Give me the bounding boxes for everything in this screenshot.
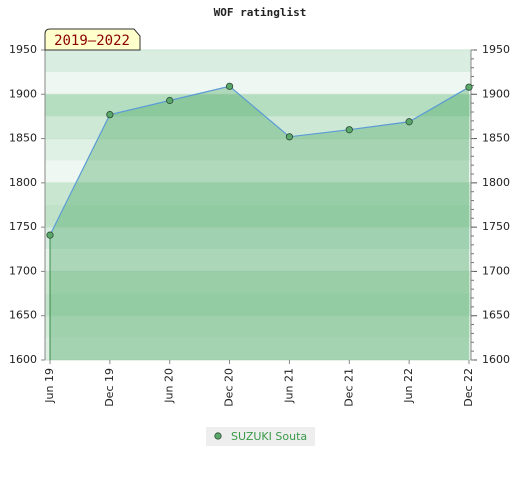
plot-band bbox=[45, 116, 471, 139]
annotation-frame bbox=[44, 28, 141, 51]
plot-band bbox=[45, 138, 471, 161]
legend-box bbox=[206, 427, 315, 446]
plot-band bbox=[45, 249, 471, 272]
y-tick-label: 1850 bbox=[9, 132, 37, 145]
y-tick-label: 1900 bbox=[9, 87, 37, 100]
plot-band bbox=[45, 182, 471, 205]
plot-band bbox=[45, 205, 471, 228]
point bbox=[106, 111, 114, 119]
plot-band bbox=[45, 315, 471, 338]
y-tick-label: 1650 bbox=[9, 309, 37, 322]
x-tick-label: Dec 20 bbox=[223, 368, 236, 407]
y-tick-label: 1800 bbox=[9, 176, 37, 189]
point bbox=[225, 82, 234, 90]
x-tick-label: Jun 20 bbox=[163, 368, 176, 404]
plot-band bbox=[45, 50, 471, 73]
y2-tick-label: 1650 bbox=[482, 309, 510, 322]
y-tick-label: 1750 bbox=[9, 220, 37, 233]
line bbox=[49, 85, 470, 236]
x-tick-label: Jun 19 bbox=[43, 368, 56, 404]
chart-title: WOF ratinglist bbox=[214, 6, 307, 19]
x-tick-label: Dec 21 bbox=[342, 368, 355, 407]
y2-tick-label: 1950 bbox=[482, 43, 510, 56]
annotation-box: 2019–2022 bbox=[44, 28, 141, 51]
y-tick-label: 1600 bbox=[9, 353, 37, 366]
plot-band bbox=[45, 72, 471, 95]
point bbox=[465, 83, 473, 91]
plot-band bbox=[45, 94, 471, 117]
plot-band bbox=[45, 227, 471, 250]
y2-tick-label: 1800 bbox=[482, 176, 510, 189]
area bbox=[50, 86, 469, 361]
point bbox=[405, 118, 413, 126]
point bbox=[285, 133, 294, 141]
point bbox=[46, 231, 54, 239]
plot-band bbox=[45, 160, 471, 183]
legend-label: SUZUKI Souta bbox=[231, 430, 307, 443]
annotation: 2019–2022 bbox=[54, 33, 130, 49]
y2-tick-label: 1600 bbox=[482, 353, 510, 366]
y2-tick-label: 1900 bbox=[482, 87, 510, 100]
x-tick-label: Jun 21 bbox=[282, 368, 295, 404]
legend-marker bbox=[214, 432, 222, 440]
plot-band bbox=[45, 271, 471, 294]
y-tick-label: 1700 bbox=[9, 264, 37, 277]
x-tick-label: Jun 22 bbox=[402, 368, 415, 404]
x-tick-label: Dec 19 bbox=[103, 368, 116, 407]
plot-band bbox=[45, 337, 471, 360]
plot-band bbox=[45, 293, 471, 316]
point bbox=[345, 126, 353, 134]
point bbox=[166, 96, 174, 105]
y2-tick-label: 1700 bbox=[482, 264, 510, 277]
y2-tick-label: 1850 bbox=[482, 132, 510, 145]
x-tick-label: Dec 22 bbox=[462, 368, 475, 407]
y-tick-label: 1950 bbox=[9, 43, 37, 56]
y2-tick-label: 1750 bbox=[482, 220, 510, 233]
